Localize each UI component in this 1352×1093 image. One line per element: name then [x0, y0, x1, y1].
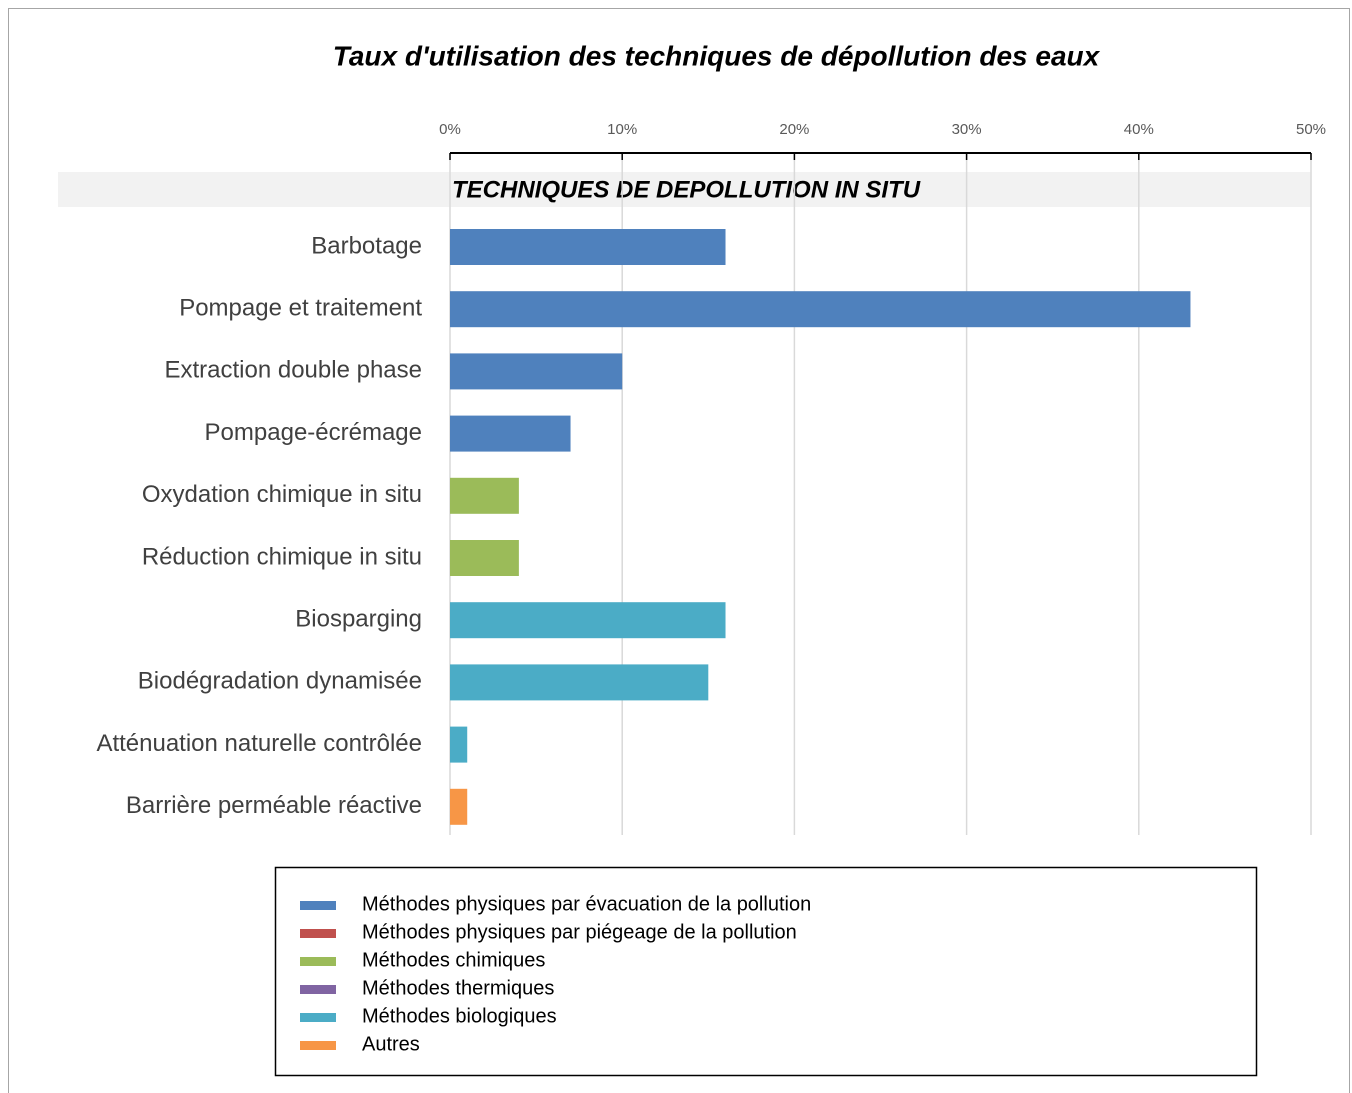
x-tick-label: 30%	[952, 121, 982, 138]
x-tick-label: 40%	[1124, 121, 1154, 138]
bar	[450, 602, 726, 639]
legend-swatch	[300, 929, 336, 938]
bar	[450, 291, 1191, 328]
legend-label: Méthodes biologiques	[362, 1005, 557, 1027]
legend-box	[274, 866, 1258, 1077]
y-tick-label: Réduction chimique in situ	[142, 543, 422, 570]
section-label: TECHNIQUES DE DEPOLLUTION IN SITU	[452, 176, 921, 203]
y-tick-label: Pompage et traitement	[179, 295, 422, 322]
legend-label: Autres	[362, 1033, 420, 1055]
bar	[450, 540, 519, 576]
legend-swatch	[300, 1013, 336, 1022]
bar	[450, 415, 571, 452]
legend-label: Méthodes physiques par évacuation de la …	[362, 893, 811, 915]
x-tick-label: 20%	[779, 121, 809, 138]
legend-label: Méthodes physiques par piégeage de la po…	[362, 921, 797, 943]
legend-label: Méthodes chimiques	[362, 949, 545, 971]
bar	[450, 353, 623, 390]
x-tick-label: 10%	[607, 121, 637, 138]
y-tick-label: Extraction double phase	[164, 357, 422, 384]
legend-swatch	[300, 1041, 336, 1050]
y-tick-label: Biodégradation dynamisée	[138, 668, 422, 695]
legend-label: Méthodes thermiques	[362, 977, 554, 999]
x-tick-label: 50%	[1296, 121, 1326, 138]
chart-title: Taux d'utilisation des techniques de dép…	[333, 40, 1101, 71]
bar	[450, 788, 468, 825]
bar	[450, 664, 709, 701]
x-tick-label: 0%	[439, 121, 461, 138]
legend-swatch	[300, 985, 336, 994]
y-tick-label: Pompage-écrémage	[205, 419, 422, 446]
y-tick-label: Biosparging	[295, 606, 422, 633]
y-tick-label: Barrière perméable réactive	[126, 792, 422, 819]
y-tick-label: Barbotage	[311, 232, 422, 259]
y-tick-label: Atténuation naturelle contrôlée	[96, 730, 422, 757]
bar	[450, 477, 519, 514]
y-tick-label: Oxydation chimique in situ	[142, 481, 422, 508]
section-band	[58, 172, 1311, 207]
bar	[450, 726, 468, 763]
legend-swatch	[300, 957, 336, 966]
legend-swatch	[300, 901, 336, 910]
bar	[450, 229, 726, 265]
